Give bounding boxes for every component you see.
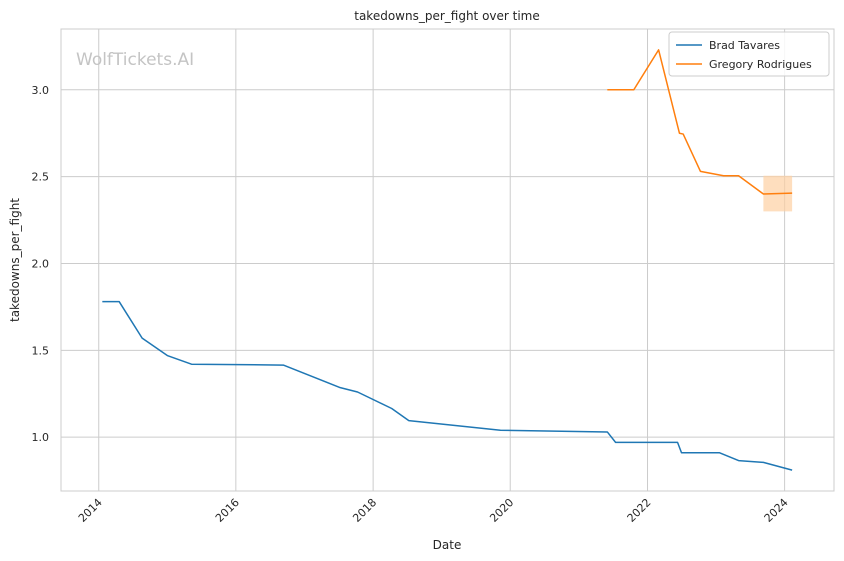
legend-label-brad-tavares: Brad Tavares: [709, 39, 780, 52]
y-tick-label: 2.5: [32, 171, 50, 184]
y-tick-label: 1.0: [32, 431, 50, 444]
x-axis-label: Date: [433, 538, 462, 552]
y-axis-label: takedowns_per_fight: [8, 198, 22, 322]
y-tick-label: 1.5: [32, 344, 50, 357]
y-tick-label: 2.0: [32, 257, 50, 270]
series-line-brad-tavares: [102, 300, 793, 471]
y-tick-label: 3.0: [32, 84, 50, 97]
watermark-text: WolfTickets.AI: [76, 50, 194, 70]
y-axis-ticks: 1.0 1.5 2.0 2.5 3.0: [32, 84, 50, 444]
chart-title: takedowns_per_fight over time: [354, 9, 540, 23]
plot-frame: [60, 28, 835, 492]
legend: Brad Tavares Gregory Rodrigues: [668, 31, 830, 77]
legend-label-gregory-rodrigues: Gregory Rodrigues: [709, 58, 812, 71]
legend-box: [668, 31, 830, 77]
series-line-gregory-rodrigues: [607, 49, 793, 195]
grid-lines: [61, 29, 834, 491]
series-lines: [102, 49, 793, 471]
